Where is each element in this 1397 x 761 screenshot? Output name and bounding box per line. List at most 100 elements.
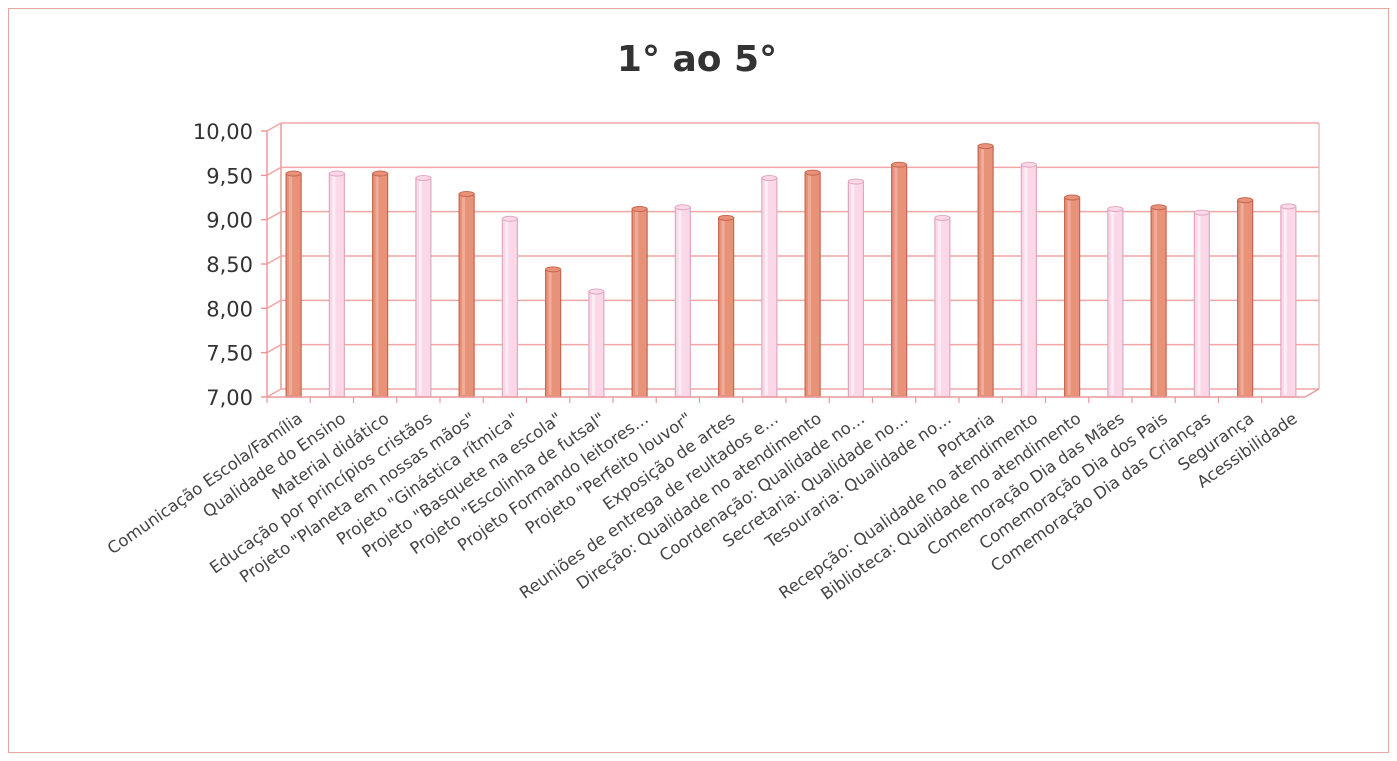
- gridline-depth: [266, 166, 282, 176]
- bar-highlight: [937, 219, 941, 395]
- gridline-depth: [266, 344, 282, 354]
- bar: [674, 204, 691, 398]
- bar-highlight: [851, 183, 855, 395]
- bar-cap: [545, 266, 562, 273]
- bar-highlight: [894, 166, 898, 395]
- bar-highlight: [418, 179, 422, 395]
- bar-body: [718, 217, 735, 398]
- bar-cap: [1193, 209, 1210, 216]
- bar-cap: [415, 174, 432, 181]
- x-axis-depth: [1304, 388, 1320, 398]
- bar: [718, 214, 735, 398]
- bar-body: [545, 268, 562, 398]
- bar-cap: [1280, 203, 1297, 210]
- bar: [588, 288, 605, 398]
- bar-body: [1237, 199, 1254, 398]
- bar-highlight: [808, 174, 812, 395]
- bar: [761, 174, 778, 398]
- bar-cap: [372, 170, 389, 177]
- bar-cap: [501, 215, 518, 222]
- bar-body: [804, 172, 821, 398]
- bar-highlight: [548, 271, 552, 395]
- bar: [847, 178, 864, 398]
- y-tick-label: 10,00: [193, 120, 253, 144]
- gridline-depth: [266, 299, 282, 309]
- bar-body: [1107, 208, 1124, 398]
- bar-body: [674, 206, 691, 398]
- bar-body: [285, 172, 302, 398]
- bar-highlight: [981, 148, 985, 395]
- bar-body: [1150, 206, 1167, 398]
- y-tick-label: 7,00: [206, 386, 253, 410]
- y-tick-label: 8,50: [206, 253, 253, 277]
- bar-highlight: [505, 220, 509, 395]
- bar-cap: [328, 170, 345, 177]
- bar-cap: [285, 170, 302, 177]
- bar-body: [415, 177, 432, 398]
- bar-cap: [1064, 194, 1081, 201]
- bar-cap: [934, 214, 951, 221]
- bar-highlight: [1154, 209, 1158, 395]
- bar-cap: [977, 143, 994, 150]
- bar-body: [631, 208, 648, 398]
- bar: [631, 206, 648, 398]
- bar: [1020, 161, 1037, 398]
- bar-highlight: [591, 293, 595, 395]
- bar: [1237, 197, 1254, 398]
- bar-highlight: [289, 175, 293, 395]
- bars-layer: [285, 143, 1297, 398]
- bar: [501, 215, 518, 398]
- bar-body: [588, 290, 605, 398]
- bar-cap: [631, 206, 648, 213]
- bar-highlight: [1067, 199, 1071, 395]
- bar: [285, 170, 302, 398]
- bar: [977, 143, 994, 398]
- bar: [934, 214, 951, 398]
- bar: [328, 170, 345, 398]
- bar-body: [1193, 211, 1210, 398]
- bar-cap: [1150, 204, 1167, 211]
- bar: [415, 174, 432, 398]
- bar-highlight: [1283, 208, 1287, 395]
- y-tick-label: 9,50: [206, 164, 253, 188]
- y-tick-label: 7,50: [206, 342, 253, 366]
- bar-body: [328, 172, 345, 398]
- bar-cap: [1237, 197, 1254, 204]
- bar-chart: 1° ao 5° 7,00 7,50 8,00 8,50 9,00 9,50 10,00 C…: [104, 39, 1320, 604]
- bar-highlight: [1024, 166, 1028, 395]
- bar-highlight: [462, 195, 466, 395]
- bar-cap: [588, 288, 605, 295]
- bar-body: [934, 217, 951, 398]
- bar-body: [458, 193, 475, 398]
- bar-highlight: [1197, 214, 1201, 395]
- bar: [1107, 206, 1124, 398]
- bar-highlight: [332, 175, 336, 395]
- bar: [1150, 204, 1167, 398]
- bar-cap: [847, 178, 864, 185]
- y-tick-label: 8,00: [206, 297, 253, 321]
- bar-body: [891, 164, 908, 398]
- chart-title: 1° ao 5°: [617, 39, 777, 80]
- bar: [1064, 194, 1081, 398]
- y-tick-label: 9,00: [206, 209, 253, 233]
- bar-body: [1064, 196, 1081, 398]
- bar-body: [372, 172, 389, 398]
- gridline-depth: [266, 388, 282, 398]
- bar-highlight: [1110, 211, 1114, 395]
- bar: [1193, 209, 1210, 398]
- bar: [891, 161, 908, 398]
- bar-cap: [1107, 206, 1124, 213]
- bar-cap: [804, 169, 821, 176]
- bar: [372, 170, 389, 398]
- bar-highlight: [1240, 202, 1244, 395]
- gridline-depth: [266, 122, 282, 132]
- bar-highlight: [764, 179, 768, 395]
- bar-body: [1020, 164, 1037, 398]
- bar: [804, 169, 821, 398]
- bar-highlight: [678, 209, 682, 395]
- bar-body: [847, 180, 864, 398]
- grid-layer: [266, 122, 1320, 398]
- bar-body: [501, 218, 518, 398]
- y-axis: 7,00 7,50 8,00 8,50 9,00 9,50 10,00: [193, 120, 1320, 410]
